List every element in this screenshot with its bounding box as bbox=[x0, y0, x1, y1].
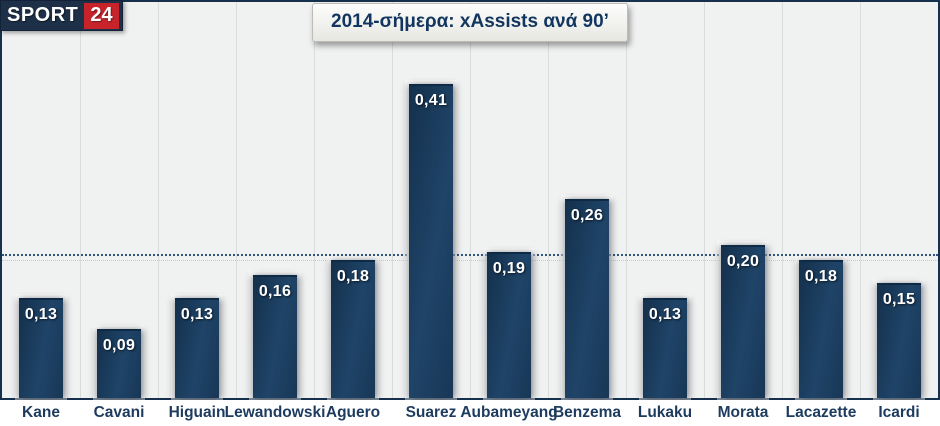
logo-24-badge: 24 bbox=[84, 2, 119, 29]
logo-sport-text: SPORT bbox=[7, 4, 79, 26]
average-line bbox=[2, 254, 938, 256]
vertical-gridline bbox=[391, 2, 393, 398]
x-axis-label-morata: Morata bbox=[717, 404, 769, 421]
bar-value-label: 0,18 bbox=[336, 268, 370, 286]
vertical-gridline bbox=[703, 2, 705, 398]
vertical-gridline bbox=[469, 2, 471, 398]
x-axis-label-benzema: Benzema bbox=[552, 404, 622, 421]
bar-cavani: 0,09 bbox=[97, 329, 141, 398]
title-box: 2014-σήμερα: xAssists ανά 90’ bbox=[312, 3, 628, 42]
vertical-gridline bbox=[235, 2, 237, 398]
bar-higuain: 0,13 bbox=[175, 298, 219, 398]
x-axis-label-suarez: Suarez bbox=[405, 404, 457, 421]
chart-title: 2014-σήμερα: xAssists ανά 90’ bbox=[331, 11, 609, 32]
bar-aguero: 0,18 bbox=[331, 260, 375, 398]
vertical-gridline bbox=[781, 2, 783, 398]
sport24-logo: SPORT 24 bbox=[0, 0, 123, 31]
x-axis-label-cavani: Cavani bbox=[93, 404, 145, 421]
x-axis-label-higuain: Higuain bbox=[168, 404, 226, 421]
vertical-gridline bbox=[313, 2, 315, 398]
bar-value-label: 0,18 bbox=[804, 268, 838, 286]
secondary-line bbox=[2, 260, 938, 262]
x-axis-label-aguero: Aguero bbox=[325, 404, 381, 421]
vertical-gridline bbox=[625, 2, 627, 398]
bar-suarez: 0,41 bbox=[409, 83, 453, 398]
bar-lukaku: 0,13 bbox=[643, 298, 687, 398]
x-axis-label-kane: Kane bbox=[22, 404, 60, 421]
bar-morata: 0,20 bbox=[721, 244, 765, 398]
bar-value-label: 0,13 bbox=[24, 306, 58, 324]
bar-value-label: 0,09 bbox=[102, 337, 136, 355]
vertical-gridline bbox=[547, 2, 549, 398]
bar-value-label: 0,19 bbox=[492, 260, 526, 278]
bar-icardi: 0,15 bbox=[877, 283, 921, 398]
x-axis-label-strip: Kane Cavani Higuain Lewandowski Aguero Suarez… bbox=[0, 400, 940, 426]
x-axis-label-aubameyang: Aubameyang bbox=[460, 404, 558, 421]
bar-aubameyang: 0,19 bbox=[487, 252, 531, 398]
bar-benzema: 0,26 bbox=[565, 198, 609, 398]
x-axis-label-icardi: Icardi bbox=[878, 404, 920, 421]
bar-value-label: 0,16 bbox=[258, 283, 292, 301]
bar-lewandowski: 0,16 bbox=[253, 275, 297, 398]
bar-value-label: 0,26 bbox=[570, 206, 604, 224]
plot-area: 0,13 0,09 0,13 0,16 0,18 0,41 0,19 0,26 0,13 0,20… bbox=[0, 0, 940, 400]
vertical-gridline bbox=[157, 2, 159, 398]
x-axis-label-lewandowski: Lewandowski bbox=[224, 404, 326, 421]
x-axis-label-lukaku: Lukaku bbox=[637, 404, 693, 421]
vertical-gridline bbox=[859, 2, 861, 398]
vertical-gridline bbox=[79, 2, 81, 398]
bar-lacazette: 0,18 bbox=[799, 260, 843, 398]
bar-value-label: 0,13 bbox=[180, 306, 214, 324]
x-axis-label-lacazette: Lacazette bbox=[785, 404, 857, 421]
bar-kane: 0,13 bbox=[19, 298, 63, 398]
bar-value-label: 0,13 bbox=[648, 306, 682, 324]
bar-value-label: 0,15 bbox=[882, 291, 916, 309]
bar-value-label: 0,41 bbox=[414, 91, 448, 109]
bar-value-label: 0,20 bbox=[726, 252, 760, 270]
